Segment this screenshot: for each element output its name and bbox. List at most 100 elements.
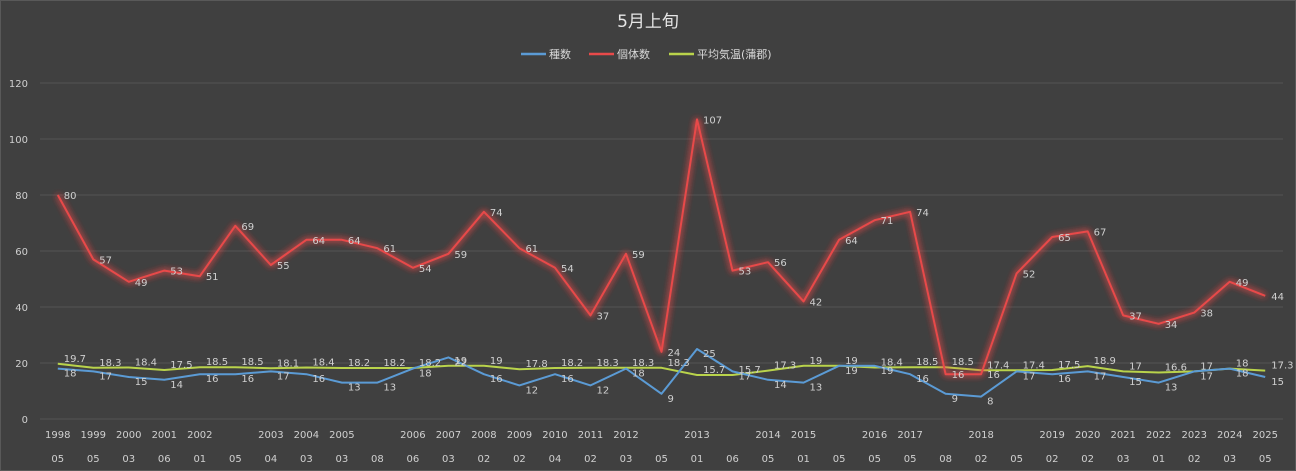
data-label: 16 — [490, 374, 503, 385]
x-tick-year: 2015 — [791, 430, 816, 441]
data-label: 9 — [952, 394, 958, 405]
x-tick-day: 02 — [1188, 454, 1201, 465]
gridlines — [40, 82, 1283, 420]
data-label: 16 — [952, 370, 965, 381]
data-label: 13 — [1165, 383, 1178, 394]
data-label: 17.5 — [170, 360, 192, 371]
data-label: 54 — [561, 264, 574, 275]
x-tick-day: 03 — [122, 454, 135, 465]
data-label: 16 — [1058, 374, 1071, 385]
data-label: 18.2 — [383, 358, 405, 369]
data-label: 15 — [1129, 377, 1142, 388]
x-tick-day: 02 — [1081, 454, 1094, 465]
data-label: 14 — [170, 380, 183, 391]
data-label: 18.3 — [596, 358, 618, 369]
data-label: 17.4 — [1023, 360, 1045, 371]
series-line — [57, 348, 1266, 398]
data-label: 49 — [135, 278, 148, 289]
x-tick-year: 2006 — [400, 430, 425, 441]
data-label: 18 — [1236, 359, 1249, 370]
x-tick-year: 2019 — [1039, 430, 1064, 441]
x-tick-day: 03 — [300, 454, 313, 465]
data-label: 19.7 — [64, 354, 86, 365]
x-tick-day: 02 — [1046, 454, 1059, 465]
data-label: 59 — [632, 250, 645, 261]
x-tick-year: 2021 — [1110, 430, 1135, 441]
x-tick-year: 2009 — [507, 430, 532, 441]
data-label: 17 — [99, 371, 112, 382]
y-tick-label: 40 — [15, 303, 28, 314]
data-label: 53 — [170, 267, 183, 278]
y-tick-label: 80 — [15, 191, 28, 202]
data-label: 61 — [525, 244, 538, 255]
x-tick-year: 2025 — [1253, 430, 1278, 441]
x-tick-day: 05 — [655, 454, 668, 465]
y-tick-label: 120 — [9, 79, 28, 90]
x-tick-year: 2010 — [542, 430, 567, 441]
x-tick-year: 2024 — [1217, 430, 1242, 441]
data-label: 18.4 — [312, 357, 334, 368]
data-label: 67 — [1094, 227, 1107, 238]
data-label: 22 — [454, 357, 467, 368]
x-tick-day: 05 — [904, 454, 917, 465]
data-label: 15 — [1271, 377, 1284, 388]
y-tick-label: 60 — [15, 247, 28, 258]
chart-title: 5月上旬 — [617, 12, 679, 32]
x-tick-year: 2011 — [578, 430, 603, 441]
x-tick-year: 2017 — [897, 430, 922, 441]
legend-label: 個体数 — [617, 47, 650, 61]
data-label: 15 — [135, 377, 148, 388]
x-tick-day: 01 — [797, 454, 810, 465]
data-label: 18.1 — [277, 358, 299, 369]
data-label: 13 — [383, 383, 396, 394]
x-tick-day: 04 — [549, 454, 562, 465]
data-label: 44 — [1271, 292, 1284, 303]
x-tick-day: 05 — [51, 454, 64, 465]
data-label: 18.5 — [241, 357, 263, 368]
legend-label: 種数 — [549, 47, 571, 61]
data-label: 37 — [1129, 311, 1142, 322]
x-tick-year: 2002 — [187, 430, 212, 441]
data-label: 54 — [419, 264, 432, 275]
data-label: 18.4 — [135, 357, 157, 368]
data-label: 16 — [561, 374, 574, 385]
data-label: 24 — [668, 348, 681, 359]
x-tick-year: 2014 — [755, 430, 780, 441]
x-tick-year: 2007 — [436, 430, 461, 441]
data-label: 42 — [810, 297, 823, 308]
data-label: 18.3 — [632, 358, 654, 369]
data-label: 25 — [703, 349, 716, 360]
data-label: 16 — [916, 374, 929, 385]
x-tick-day: 02 — [513, 454, 526, 465]
data-label: 51 — [206, 272, 219, 283]
x-tick-year: 2005 — [329, 430, 354, 441]
data-label: 16 — [312, 374, 325, 385]
y-tick-label: 0 — [22, 415, 28, 426]
x-tick-day: 02 — [975, 454, 988, 465]
data-label: 56 — [774, 258, 787, 269]
x-tick-day: 05 — [229, 454, 242, 465]
data-label: 74 — [490, 208, 503, 219]
data-label: 17 — [1129, 361, 1142, 372]
x-tick-day: 05 — [833, 454, 846, 465]
x-tick-day: 05 — [868, 454, 881, 465]
data-label: 38 — [1200, 309, 1213, 320]
x-tick-day: 06 — [158, 454, 171, 465]
x-tick-day: 08 — [939, 454, 952, 465]
x-tick-day: 01 — [691, 454, 704, 465]
data-label: 64 — [348, 236, 361, 247]
data-label: 19 — [454, 356, 467, 367]
x-tick-day: 05 — [1010, 454, 1023, 465]
x-tick-year: 2000 — [116, 430, 141, 441]
data-label: 17 — [277, 371, 290, 382]
x-tick-day: 02 — [478, 454, 491, 465]
x-tick-day: 06 — [407, 454, 420, 465]
data-label: 34 — [1165, 320, 1178, 331]
x-axis-ticks: 1998 05 1999 05 2000 03 2001 06 2002 01 05 2003 04 20… — [45, 430, 1278, 465]
data-label: 19 — [845, 366, 858, 377]
data-label: 16.6 — [1165, 363, 1187, 374]
data-label: 17 — [1200, 361, 1213, 372]
